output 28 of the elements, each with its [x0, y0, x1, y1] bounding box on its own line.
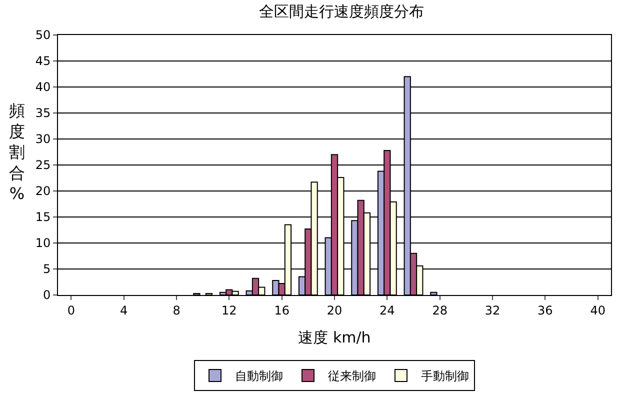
legend-label: 手動制御	[421, 369, 469, 384]
x-tick-label: 28	[432, 303, 448, 318]
x-tick-label: 0	[67, 303, 75, 318]
legend-label: 自動制御	[235, 369, 283, 384]
x-tick-label: 32	[484, 303, 500, 318]
y-tick-label: 20	[35, 184, 51, 198]
y-tick-label: 0	[42, 288, 51, 302]
x-tick-label: 20	[326, 303, 342, 318]
y-tick-label: 15	[35, 210, 51, 224]
y-tick-label: 50	[35, 28, 51, 42]
x-tick-label: 16	[274, 303, 290, 318]
y-tick-label: 45	[35, 54, 51, 68]
y-tick-label: 25	[35, 158, 51, 172]
x-tick-label: 4	[120, 303, 128, 318]
y-tick-label: 10	[35, 236, 51, 250]
x-tick-label: 12	[222, 303, 237, 318]
y-tick-label: 35	[35, 106, 51, 120]
x-axis-title: 速度 km/h	[298, 328, 371, 346]
legend-label: 従来制御	[328, 369, 376, 384]
chart-title: 全区間走行速度頻度分布	[259, 2, 424, 21]
y-tick-label: 5	[42, 262, 51, 276]
x-tick-label: 40	[590, 303, 606, 318]
y-tick-label: 40	[35, 80, 51, 94]
y-tick-label: 30	[35, 132, 51, 146]
x-tick-label: 8	[172, 303, 180, 318]
x-tick-label: 24	[380, 303, 395, 318]
y-axis-title: 頻度割合%	[9, 101, 25, 204]
x-tick-label: 36	[538, 303, 553, 318]
